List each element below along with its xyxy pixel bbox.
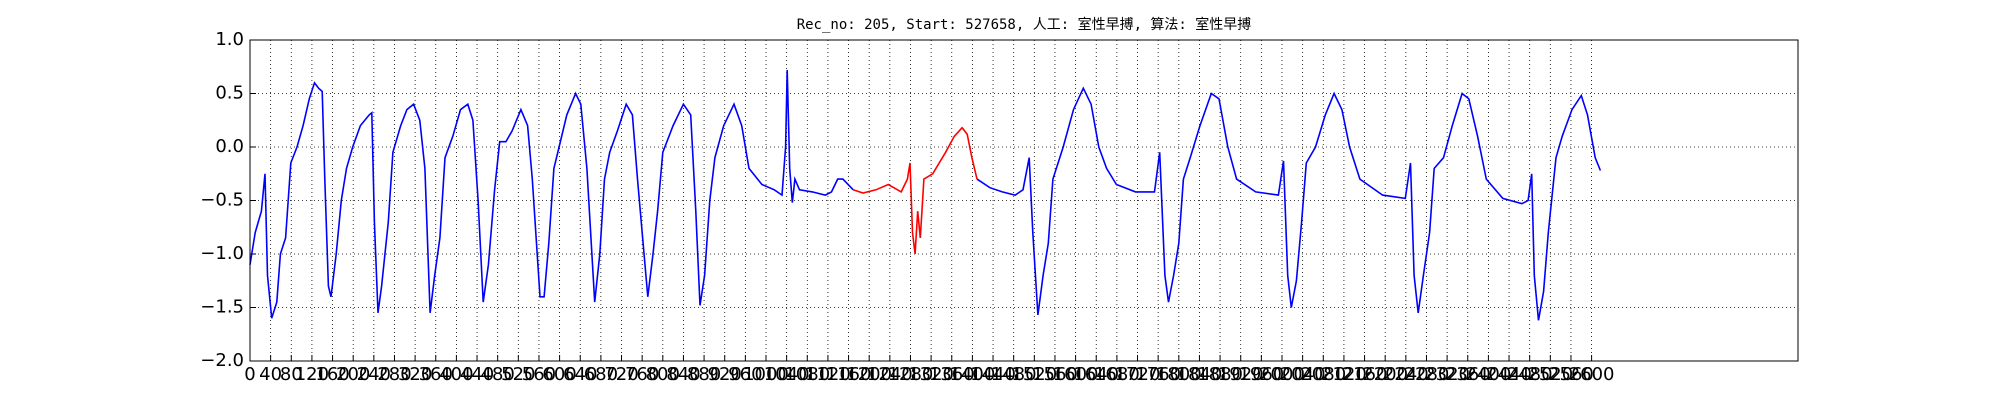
x-tick-label: 640: [563, 364, 597, 385]
x-tick-label: 1160: [826, 364, 872, 385]
x-tick-label: 1640: [1073, 364, 1119, 385]
x-tick-label: 720: [604, 364, 638, 385]
x-tick-label: 200: [336, 364, 370, 385]
x-tick-label: 2520: [1527, 364, 1573, 385]
x-tick-label: 80: [280, 364, 303, 385]
x-tick-label: 680: [584, 364, 618, 385]
x-tick-label: 2600: [1569, 364, 1615, 385]
x-tick-label: 560: [522, 364, 556, 385]
x-tick-label: 920: [708, 364, 742, 385]
x-tick-label: 1280: [888, 364, 934, 385]
x-tick-label: 840: [666, 364, 700, 385]
y-tick-label: 0.0: [215, 136, 244, 157]
x-tick-label: 280: [377, 364, 411, 385]
plot-frame: [249, 39, 1799, 362]
x-tick-label: 760: [625, 364, 659, 385]
x-tick-label: 2040: [1280, 364, 1326, 385]
y-tick-label: 1.0: [215, 29, 244, 50]
x-tick-label: 2320: [1424, 364, 1470, 385]
x-tick-label: 2360: [1445, 364, 1491, 385]
x-tick-label: 1000: [743, 364, 789, 385]
x-tick-label: 2280: [1404, 364, 1450, 385]
x-tick-label: 800: [646, 364, 680, 385]
y-tick-label: −1.5: [200, 297, 244, 318]
x-tick-label: 160: [315, 364, 349, 385]
x-tick-label: 0: [244, 364, 255, 385]
x-tick-label: 1400: [949, 364, 995, 385]
x-tick-label: 1360: [929, 364, 975, 385]
signal-line: [976, 86, 1602, 321]
x-tick-label: 480: [481, 364, 515, 385]
x-tick-label: 1600: [1053, 364, 1099, 385]
x-tick-label: 400: [439, 364, 473, 385]
x-tick-label: 440: [460, 364, 494, 385]
x-tick-label: 1760: [1135, 364, 1181, 385]
y-tick-label: −2.0: [200, 350, 244, 371]
x-tick-label: 1240: [867, 364, 913, 385]
x-tick-label: 2560: [1548, 364, 1594, 385]
x-tick-label: 1440: [970, 364, 1016, 385]
x-tick-label: 2400: [1465, 364, 1511, 385]
x-tick-label: 2200: [1362, 364, 1408, 385]
x-tick-label: 320: [398, 364, 432, 385]
x-tick-label: 40: [259, 364, 282, 385]
x-tick-label: 1080: [784, 364, 830, 385]
x-tick-label: 2440: [1486, 364, 1532, 385]
x-tick-label: 1200: [846, 364, 892, 385]
x-tick-label: 520: [501, 364, 535, 385]
x-tick-label: 1960: [1238, 364, 1284, 385]
x-tick-label: 1720: [1115, 364, 1161, 385]
x-tick-label: 960: [728, 364, 762, 385]
x-tick-label: 1680: [1094, 364, 1140, 385]
signal-line: [249, 69, 854, 319]
x-tick-label: 1880: [1197, 364, 1243, 385]
x-tick-label: 1480: [991, 364, 1037, 385]
x-tick-label: 1840: [1177, 364, 1223, 385]
x-tick-label: 2000: [1259, 364, 1305, 385]
x-tick-label: 1040: [764, 364, 810, 385]
x-tick-label: 1560: [1032, 364, 1078, 385]
x-tick-label: 360: [419, 364, 453, 385]
x-tick-label: 2080: [1300, 364, 1346, 385]
x-tick-label: 240: [357, 364, 391, 385]
chart-title: Rec_no: 205, Start: 527658, 人工: 室性早搏, 算法…: [797, 16, 1252, 33]
x-tick-label: 1120: [805, 364, 851, 385]
x-tick-label: 2160: [1342, 364, 1388, 385]
y-tick-label: 0.5: [215, 83, 244, 104]
x-tick-label: 1800: [1156, 364, 1202, 385]
x-tick-label: 2120: [1321, 364, 1367, 385]
signal-line: [852, 126, 978, 255]
x-tick-label: 1920: [1218, 364, 1264, 385]
x-tick-label: 1320: [908, 364, 954, 385]
x-tick-label: 2240: [1383, 364, 1429, 385]
x-tick-label: 880: [687, 364, 721, 385]
y-tick-label: −0.5: [200, 190, 244, 211]
x-tick-label: 1520: [1011, 364, 1057, 385]
y-tick-label: −1.0: [200, 243, 244, 264]
x-tick-label: 2480: [1507, 364, 1553, 385]
x-tick-label: 120: [295, 364, 329, 385]
x-tick-label: 600: [542, 364, 576, 385]
